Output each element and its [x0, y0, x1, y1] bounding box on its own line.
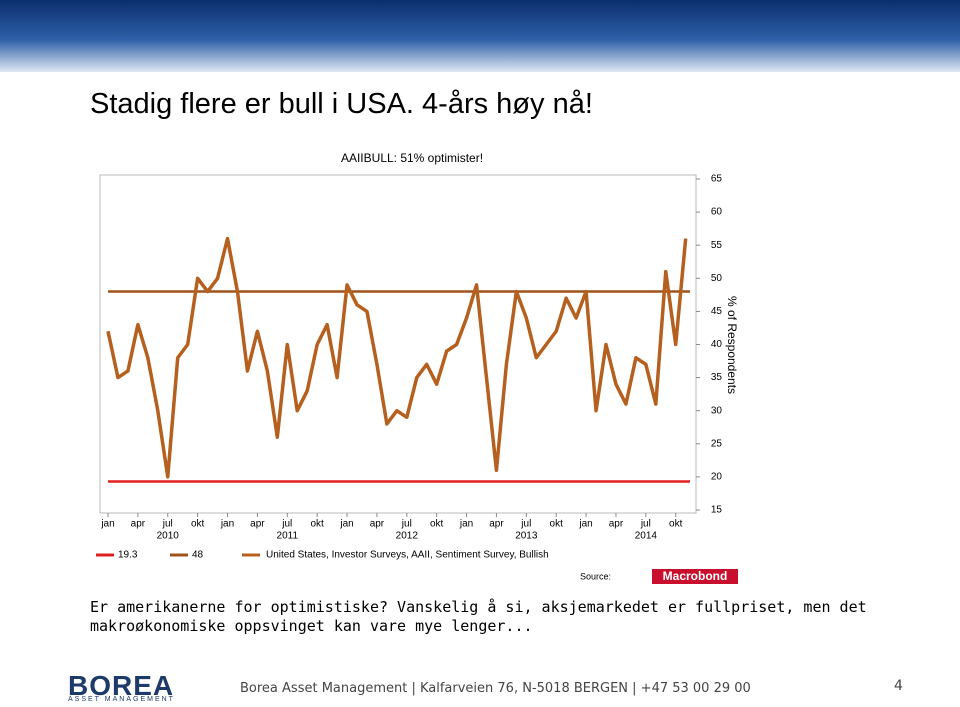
page-number: 4 [894, 678, 903, 694]
x-tick-label: jan [220, 519, 234, 530]
x-tick-label: apr [250, 519, 265, 530]
x-tick-label: okt [430, 519, 444, 530]
y-axis-label: % of Respondents [725, 296, 739, 394]
footer: Borea Asset Management | Kalfarveien 76,… [240, 681, 751, 696]
x-year-label: 2011 [277, 531, 299, 542]
x-year-label: 2013 [515, 531, 538, 542]
x-tick-label: jul [281, 519, 292, 530]
slide-title: Stadig flere er bull i USA. 4-års høy nå… [90, 88, 593, 120]
x-tick-label: apr [131, 519, 146, 530]
y-tick-label: 40 [711, 339, 723, 350]
x-tick-label: apr [609, 519, 624, 530]
y-tick-label: 35 [711, 372, 723, 383]
chart-title: AAIIBULL: 51% optimister! [341, 151, 483, 165]
x-tick-label: apr [370, 519, 385, 530]
x-tick-label: okt [550, 519, 564, 530]
body-text: Er amerikanerne for optimistiske? Vanske… [90, 598, 867, 635]
y-tick-label: 55 [711, 240, 723, 251]
y-tick-label: 50 [711, 273, 723, 284]
legend-label: 19.3 [118, 550, 138, 561]
x-tick-label: jan [459, 519, 473, 530]
x-tick-label: jul [401, 519, 412, 530]
y-tick-label: 25 [711, 438, 723, 449]
source-label: Source: [580, 571, 611, 581]
logo-tagline: ASSET MANAGEMENT [68, 696, 175, 703]
data-line [106, 236, 688, 479]
y-tick-label: 15 [711, 505, 723, 516]
y-tick-label: 60 [711, 207, 723, 218]
header-banner [0, 0, 960, 72]
x-year-label: 2012 [396, 531, 419, 542]
source-name: Macrobond [663, 569, 728, 583]
x-tick-label: jan [100, 519, 114, 530]
x-tick-label: okt [191, 519, 205, 530]
legend-label: United States, Investor Surveys, AAII, S… [266, 550, 549, 561]
y-tick-label: 45 [711, 306, 723, 317]
y-tick-label: 20 [711, 472, 723, 483]
x-tick-label: jul [640, 519, 651, 530]
x-tick-label: jan [578, 519, 592, 530]
x-tick-label: okt [669, 519, 683, 530]
x-tick-label: apr [489, 519, 504, 530]
legend-label: 48 [192, 550, 204, 561]
x-year-label: 2014 [635, 531, 658, 542]
source-logo [652, 569, 738, 584]
logo-name: BOREA [68, 670, 175, 701]
x-tick-label: jul [520, 519, 531, 530]
chart: AAIIBULL: 51% optimister! % of Responden… [96, 151, 739, 584]
x-tick-label: jul [162, 519, 173, 530]
x-tick-label: jan [339, 519, 353, 530]
y-tick-label: 30 [711, 405, 723, 416]
x-year-label: 2010 [157, 531, 180, 542]
x-tick-label: okt [310, 519, 324, 530]
y-tick-label: 65 [711, 174, 723, 185]
